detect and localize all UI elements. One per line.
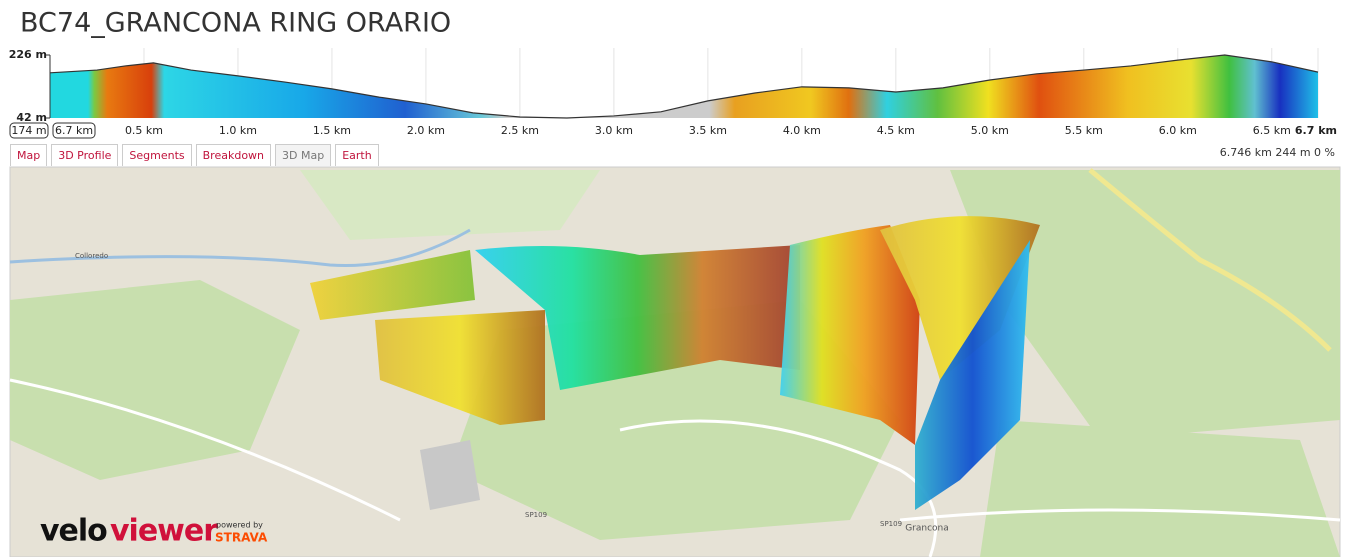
cursor-box: [9, 122, 49, 139]
logo-viewer: viewer: [110, 514, 218, 549]
route-ribbon: [375, 310, 545, 425]
map-area: [980, 420, 1340, 557]
map: Grancona SP109 SP109 Colloredo velo view…: [9, 166, 1341, 557]
tab[interactable]: 3D Profile: [51, 144, 119, 166]
powered-by: powered by: [216, 521, 263, 530]
x-tick-label: 6.0 km: [1159, 124, 1197, 137]
x-tick-label: 4.0 km: [783, 124, 821, 137]
cursor-label: 174 m: [11, 124, 46, 137]
x-tick-label: 2.5 km: [501, 124, 539, 137]
road: [1088, 168, 1332, 352]
y-tick-label: 226 m: [9, 48, 47, 61]
river: [9, 228, 471, 268]
route-ribbon: [880, 216, 1040, 380]
elevation-profile: 0.5 km 1.0 km 1.5 km 2.0 km 2.5 km 3.0 km 3.5 …: [9, 48, 1337, 139]
road: [9, 378, 1341, 557]
strava-logo: STRAVA: [215, 531, 268, 545]
x-tick-label: 6.7 km: [1295, 124, 1337, 137]
map-label: Colloredo: [75, 252, 108, 260]
tab[interactable]: Breakdown: [195, 144, 272, 166]
x-tick-label: 5.5 km: [1065, 124, 1103, 137]
map-area: [300, 170, 600, 240]
map-area: [10, 280, 300, 480]
x-tick-label: 2.0 km: [407, 124, 445, 137]
y-tick-label: 42 m: [16, 111, 47, 124]
x-tick-label: 6.5 km: [1253, 124, 1291, 137]
map-area: [420, 440, 480, 510]
map-label: Grancona: [905, 524, 949, 534]
elevation-area: [50, 55, 1318, 118]
tab[interactable]: Segments: [122, 144, 192, 166]
route-ribbon: [310, 250, 475, 320]
route-ribbon: [475, 245, 800, 390]
x-tick-label: 3.5 km: [689, 124, 727, 137]
route-ribbon: [780, 225, 920, 445]
map-area: [950, 170, 1340, 440]
cursor-label: 6.7 km: [55, 124, 93, 137]
tab[interactable]: Map: [10, 144, 48, 166]
logo-velo: velo: [40, 514, 107, 549]
route-ribbon: [915, 240, 1030, 510]
x-tick-label: 1.5 km: [313, 124, 351, 137]
x-tick-label: 4.5 km: [877, 124, 915, 137]
tab-bar: Map 3D Profile Segments Breakdown 3D Map Eart…: [10, 144, 379, 166]
page-title: BC74_GRANCONA RING ORARIO: [20, 8, 451, 39]
tab[interactable]: 3D Map: [275, 144, 332, 166]
cursor-box: [52, 122, 96, 139]
map-label: SP109: [880, 520, 902, 528]
elevation-line: [49, 54, 1319, 119]
map-label: SP109: [525, 511, 547, 519]
x-tick-label: 0.5 km: [125, 124, 163, 137]
x-tick-label: 1.0 km: [219, 124, 257, 137]
route-stats: 6.746 km 244 m 0 %: [1220, 146, 1335, 159]
x-tick-label: 5.0 km: [971, 124, 1009, 137]
tab[interactable]: Earth: [335, 144, 379, 166]
x-tick-label: 3.0 km: [595, 124, 633, 137]
